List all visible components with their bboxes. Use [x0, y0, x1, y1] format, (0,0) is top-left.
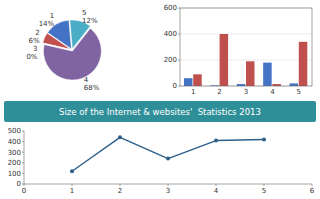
line-chart: 0 100 200 300 400 500 0 1 2 3 4 5 6 — [8, 127, 315, 195]
pie-value-label: 0% — [26, 53, 37, 61]
pie-category: 5 — [82, 9, 86, 17]
line-marker — [166, 157, 170, 161]
tick-label: 600 — [164, 4, 177, 12]
line — [72, 137, 264, 171]
tick-label: 1 — [70, 187, 74, 195]
line-marks — [70, 135, 266, 173]
tick-label: 200 — [164, 56, 177, 64]
pie-category: 2 — [35, 29, 39, 37]
bar — [299, 42, 308, 86]
tick-label: 200 — [8, 159, 21, 167]
tick-label: 2 — [118, 187, 122, 195]
line-marker — [262, 137, 266, 141]
pie-label: 114% — [39, 12, 55, 28]
pie-category: 3 — [33, 45, 37, 53]
title-banner: Size of the Internet & websites' Statist… — [4, 101, 316, 122]
bar — [246, 61, 255, 86]
bar — [220, 34, 229, 86]
pie-category: 1 — [50, 12, 54, 20]
tick-label: 3 — [244, 88, 248, 96]
tick-label: 4 — [214, 187, 219, 195]
tick-label: 0 — [173, 82, 177, 90]
tick-label: 100 — [8, 170, 21, 178]
tick-label: 400 — [8, 138, 21, 146]
pie-value-label: 68% — [84, 84, 100, 92]
pie-value-label: 14% — [39, 20, 55, 28]
tick-label: 300 — [8, 149, 21, 157]
tick-label: 4 — [270, 88, 275, 96]
figure: 114%26%30%468%512%Size of the Internet &… — [0, 0, 320, 199]
bar — [290, 83, 299, 86]
pie-label: 26% — [29, 29, 40, 45]
line-marker — [70, 169, 74, 173]
bar — [263, 63, 272, 86]
tick-label: 2 — [217, 88, 221, 96]
tick-label: 0 — [22, 187, 26, 195]
line-marker — [118, 135, 122, 139]
pie-category: 4 — [84, 76, 89, 84]
pie-value-label: 12% — [82, 17, 98, 25]
pie-label: 468% — [84, 76, 100, 92]
bars — [184, 34, 307, 86]
pie-value-label: 6% — [29, 37, 40, 45]
bar — [184, 78, 193, 86]
line-marker — [214, 139, 218, 143]
title: Size of the Internet & websites' Statist… — [59, 107, 261, 117]
tick-label: 0 — [17, 180, 21, 188]
tick-label: 500 — [8, 127, 21, 135]
title-background — [4, 101, 316, 122]
tick-label: 6 — [310, 187, 315, 195]
pie-label: 512% — [82, 9, 98, 25]
pie: 114%26%30% 468% 512% — [26, 9, 101, 92]
plot-frame — [180, 8, 312, 86]
grid-line — [180, 34, 312, 35]
tick-label: 5 — [297, 88, 301, 96]
tick-label: 400 — [164, 30, 177, 38]
tick-label: 3 — [166, 187, 170, 195]
grid-line — [180, 60, 312, 61]
bar-chart: 0 200 400 600 1 2 3 4 5 — [164, 4, 312, 96]
pie-label: 30% — [26, 45, 37, 61]
x-axis — [24, 184, 312, 185]
tick-label: 1 — [191, 88, 195, 96]
y-axis — [24, 131, 25, 184]
bar — [193, 74, 202, 86]
tick-label: 5 — [262, 187, 266, 195]
